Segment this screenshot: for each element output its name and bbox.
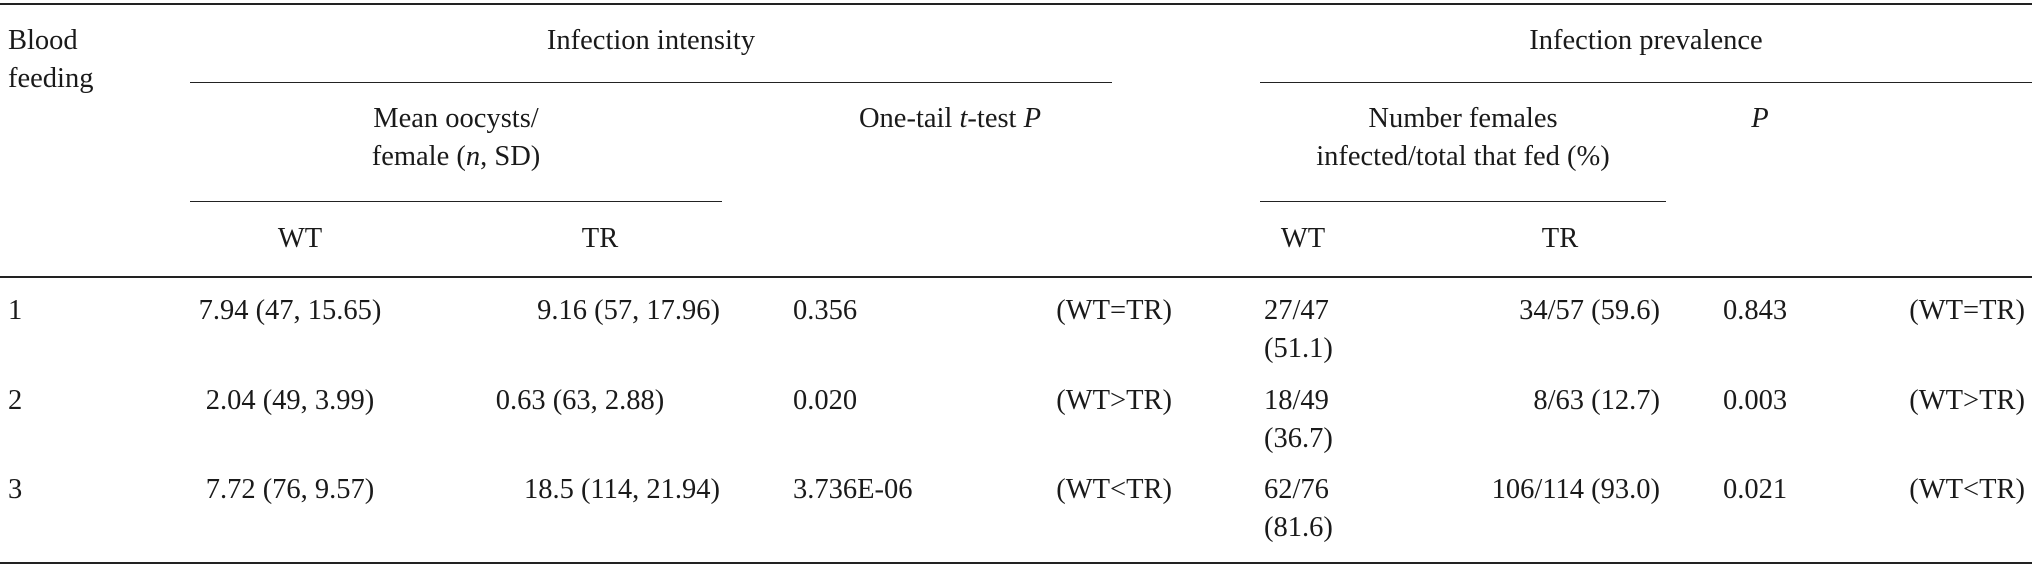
t-test-p-cell: 0.020 — [793, 385, 858, 416]
t-test-relation-cell: (WT>TR) — [1056, 385, 1172, 416]
mean-rule — [190, 201, 722, 202]
prevalence-p-cell: 0.003 — [1723, 385, 1788, 416]
t-test-relation-cell: (WT<TR) — [1056, 474, 1172, 505]
prevalence-wt-cell: 62/76 (81.6) — [1264, 474, 1333, 543]
prevalence-p-cell: 0.843 — [1723, 295, 1788, 326]
intensity-title: Infection intensity — [546, 25, 756, 56]
prevalence-rule — [1260, 82, 2032, 83]
mean-oocysts-header: Mean oocysts/ female (n, SD) — [371, 103, 541, 172]
prevalence-tr-header: TR — [1541, 223, 1579, 254]
prevalence-p-cell: 0.021 — [1723, 474, 1788, 505]
mean-wt-cell: 2.04 (49, 3.99) — [205, 385, 375, 416]
intensity-wt-header: WT — [277, 223, 323, 254]
prevalence-tr-cell: 34/57 (59.6) — [1519, 295, 1660, 326]
prevalence-relation-cell: (WT<TR) — [1909, 474, 2025, 505]
prevalence-title: Infection prevalence — [1529, 25, 1763, 56]
prevalence-relation-cell: (WT>TR) — [1909, 385, 2025, 416]
mean-tr-cell: 9.16 (57, 17.96) — [537, 295, 720, 326]
mean-wt-cell: 7.94 (47, 15.65) — [198, 295, 382, 326]
prevalence-p-header: P — [1751, 103, 1769, 134]
prevalence-relation-cell: (WT=TR) — [1909, 295, 2025, 326]
prevalence-wt-cell: 27/47 (51.1) — [1264, 295, 1333, 364]
mean-wt-cell: 7.72 (76, 9.57) — [205, 474, 375, 505]
intensity-rule — [190, 82, 1112, 83]
number-infected-header: Number females infected/total that fed (… — [1316, 103, 1610, 172]
mean-tr-cell: 18.5 (114, 21.94) — [523, 474, 720, 505]
t-test-p-cell: 3.736E-06 — [793, 474, 913, 505]
number-rule — [1260, 201, 1666, 202]
bottom-rule — [0, 562, 2032, 564]
mean-tr-cell: 0.63 (63, 2.88) — [495, 385, 665, 416]
prevalence-wt-cell: 18/49 (36.7) — [1264, 385, 1333, 454]
header-bottom-rule — [0, 276, 2032, 278]
prevalence-tr-cell: 8/63 (12.7) — [1533, 385, 1660, 416]
intensity-tr-header: TR — [581, 223, 619, 254]
feeding-cell: 1 — [8, 295, 23, 326]
t-test-relation-cell: (WT=TR) — [1056, 295, 1172, 326]
feeding-cell: 3 — [8, 474, 23, 505]
blood-feeding-header: Blood feeding — [8, 25, 94, 94]
top-rule — [0, 3, 2032, 5]
prevalence-tr-cell: 106/114 (93.0) — [1491, 474, 1660, 505]
feeding-cell: 2 — [8, 385, 23, 416]
t-test-p-cell: 0.356 — [793, 295, 858, 326]
t-test-header: One-tail t-test P — [858, 103, 1042, 134]
prevalence-wt-header: WT — [1280, 223, 1326, 254]
